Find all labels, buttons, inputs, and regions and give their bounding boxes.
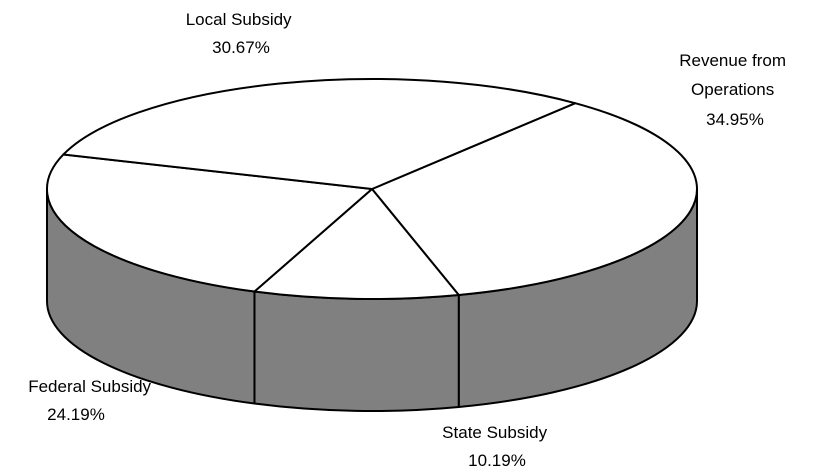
- label-local-subsidy-pct: 30.67%: [212, 38, 270, 57]
- label-state-subsidy-pct: 10.19%: [468, 451, 526, 470]
- label-state-subsidy: State Subsidy 10.19%: [442, 423, 552, 470]
- slice-state-subsidy: [253, 188, 460, 300]
- label-local-subsidy: Local Subsidy 30.67%: [186, 10, 297, 57]
- label-revenue-from-operations-line1: Revenue from: [679, 51, 786, 70]
- pie-tops: [46, 78, 698, 300]
- pie-labels: Revenue from Operations 34.95% State Sub…: [28, 10, 791, 470]
- slice-local-subsidy: [62, 78, 577, 190]
- label-federal-subsidy: Federal Subsidy 24.19%: [28, 377, 156, 424]
- label-federal-subsidy-name: Federal Subsidy: [28, 377, 151, 396]
- label-federal-subsidy-pct: 24.19%: [47, 405, 105, 424]
- pie-sides: [46, 188, 698, 412]
- label-state-subsidy-name: State Subsidy: [442, 423, 547, 442]
- label-local-subsidy-name: Local Subsidy: [186, 10, 292, 29]
- label-revenue-from-operations: Revenue from Operations 34.95%: [679, 51, 791, 129]
- slice-revenue-from-operations: [371, 102, 698, 297]
- side-state-subsidy: [253, 290, 460, 412]
- slice-federal-subsidy: [46, 153, 373, 293]
- label-revenue-from-operations-pct: 34.95%: [706, 110, 764, 129]
- label-revenue-from-operations-line2: Operations: [691, 80, 774, 99]
